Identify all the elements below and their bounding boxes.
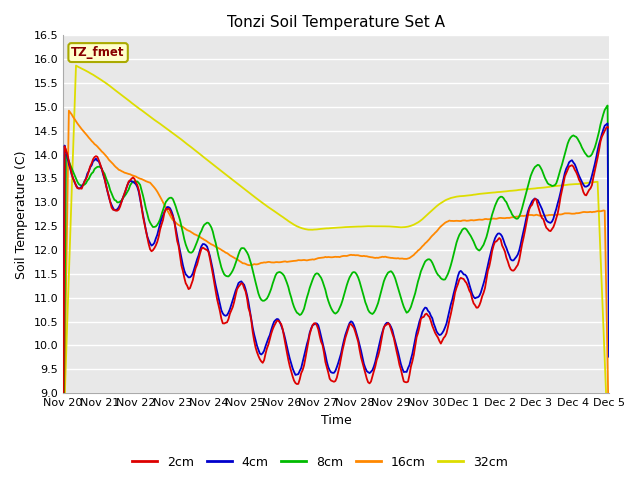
Title: Tonzi Soil Temperature Set A: Tonzi Soil Temperature Set A — [227, 15, 445, 30]
Y-axis label: Soil Temperature (C): Soil Temperature (C) — [15, 150, 28, 278]
Text: TZ_fmet: TZ_fmet — [71, 46, 125, 59]
X-axis label: Time: Time — [321, 414, 351, 427]
Legend: 2cm, 4cm, 8cm, 16cm, 32cm: 2cm, 4cm, 8cm, 16cm, 32cm — [127, 451, 513, 474]
